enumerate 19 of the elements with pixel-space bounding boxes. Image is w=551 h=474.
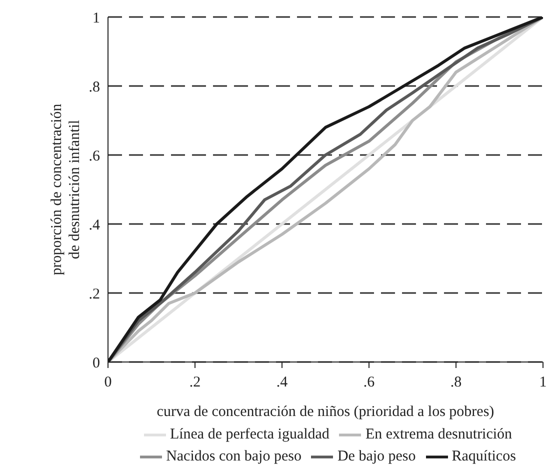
y-axis-title: proporción de concentración de desnutrición infantil	[49, 103, 83, 276]
y-tick-label: .8	[88, 79, 100, 96]
x-tick-label: .8	[450, 374, 462, 391]
x-tick-label: .2	[189, 374, 201, 391]
x-tick-label: .4	[276, 374, 288, 391]
y-tick-label: .2	[88, 286, 100, 302]
legend-label: Raquíticos	[452, 448, 516, 464]
y-tick-label: 1	[92, 10, 100, 26]
y-tick-label: .4	[88, 217, 100, 234]
x-tick-label: 1	[539, 374, 547, 391]
x-tick-label: 0	[104, 374, 112, 391]
legend-label: Nacidos con bajo peso	[166, 448, 302, 464]
y-tick-label: 0	[92, 355, 100, 372]
y-tick-label: .6	[88, 148, 100, 164]
legend-label: De bajo peso	[337, 448, 416, 464]
legend-label: En extrema desnutrición	[365, 426, 512, 442]
x-axis-title: curva de concentración de niños (prioridad a los pobres)	[156, 404, 494, 420]
x-tick-label: .6	[363, 374, 376, 391]
legend-label: Línea de perfecta igualdad	[170, 426, 330, 442]
